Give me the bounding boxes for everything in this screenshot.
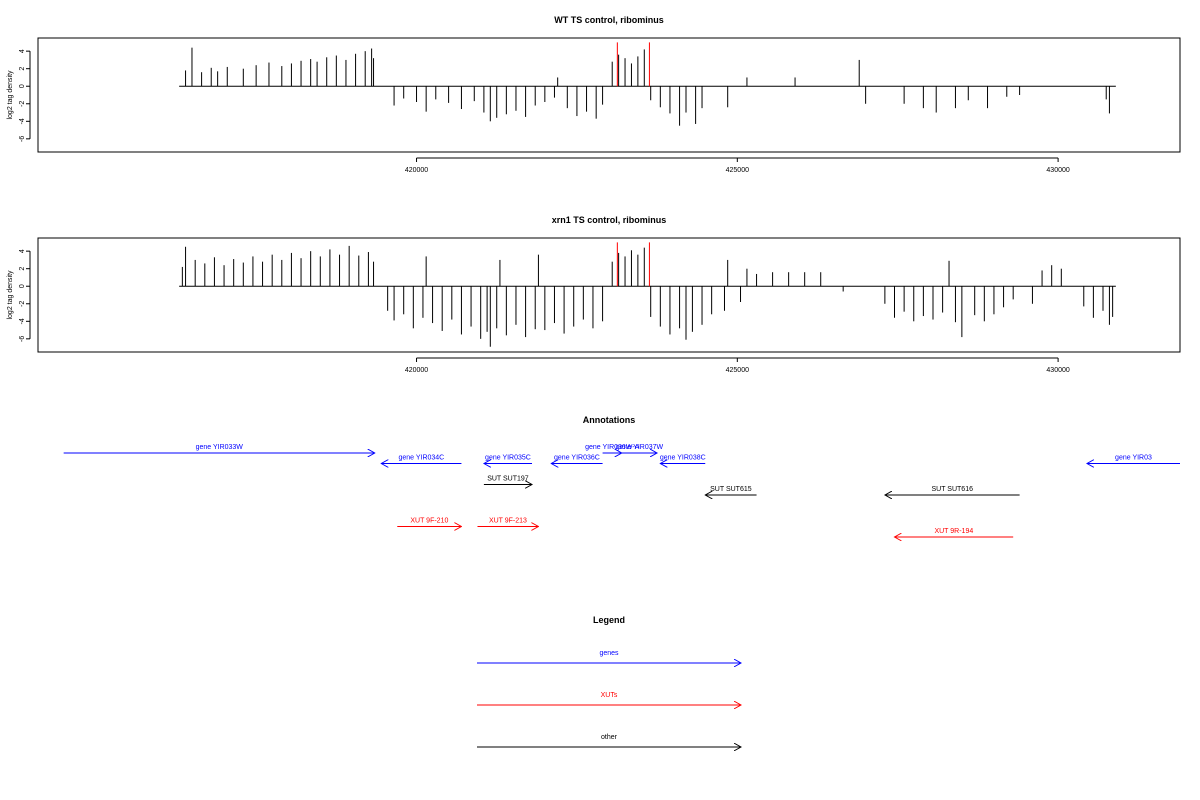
feature-label: gene YIR035C [485,455,531,462]
y-tick-label: 2 [19,267,26,271]
feature-label: SUT SUT615 [710,486,752,493]
feature-label: gene YIR037W [616,444,664,451]
x-tick-label: 420000 [405,167,428,174]
annotations-title: Annotations [583,415,636,425]
y-tick-label: -4 [19,118,26,124]
y-tick-label: 0 [19,84,26,88]
feature-label: gene YIR036W-A [585,444,640,451]
y-tick-label: -2 [19,301,26,307]
feature-label: gene YIR034C [398,455,444,462]
y-tick-label: 0 [19,284,26,288]
wt-panel-title: WT TS control, ribominus [554,15,664,25]
feature-label: gene YIR03 [1115,455,1152,462]
wt-bars [179,42,1116,126]
x-tick-label: 420000 [405,367,428,374]
wt-coverage-panel: WT TS control, ribominus log2 tag densit… [7,15,1181,174]
xrn1-coverage-panel: xrn1 TS control, ribominus log2 tag dens… [7,215,1181,374]
xrn1-bars [179,242,1116,347]
wt-y-axis-label: log2 tag density [7,70,14,120]
wt-x-axis: 420000 425000 430000 [405,157,1070,174]
xrn1-y-axis: 4 2 0 -2 -4 -6 [19,249,31,342]
feature-label: XUT 9F-213 [489,518,527,525]
feature-label: XUT 9R-194 [934,528,973,535]
legend-label: other [601,734,618,741]
legend-label: genes [599,650,619,657]
legend-items: genes XUTs other [477,650,741,747]
feature-arrows: gene YIR033W gene YIR034C gene YIR035C gene… [63,444,1180,537]
xrn1-panel-title: xrn1 TS control, ribominus [552,215,667,225]
feature-label: gene YIR036C [554,455,600,462]
y-tick-label: -4 [19,318,26,324]
y-tick-label: -6 [19,336,26,342]
x-tick-label: 425000 [726,167,749,174]
y-tick-label: -2 [19,101,26,107]
y-tick-label: 2 [19,67,26,71]
x-tick-label: 430000 [1046,167,1069,174]
xrn1-y-axis-label: log2 tag density [7,270,14,320]
y-tick-label: 4 [19,249,26,253]
x-tick-label: 425000 [726,367,749,374]
y-tick-label: 4 [19,49,26,53]
xrn1-x-axis: 420000 425000 430000 [405,357,1070,374]
feature-label: XUT 9F-210 [410,518,448,525]
wt-plot-frame [37,37,1181,153]
feature-label: gene YIR033W [196,444,244,451]
y-tick-label: -6 [19,136,26,142]
feature-label: SUT SUT616 [931,486,973,493]
xrn1-plot-frame [37,237,1181,353]
legend-label: XUTs [601,692,618,699]
x-tick-label: 430000 [1046,367,1069,374]
wt-y-axis: 4 2 0 -2 -4 -6 [19,49,31,142]
legend-title: Legend [593,615,625,625]
feature-label: SUT SUT197 [487,476,529,483]
legend: Legend genes XUTs other [477,615,741,747]
feature-label: gene YIR038C [660,455,706,462]
